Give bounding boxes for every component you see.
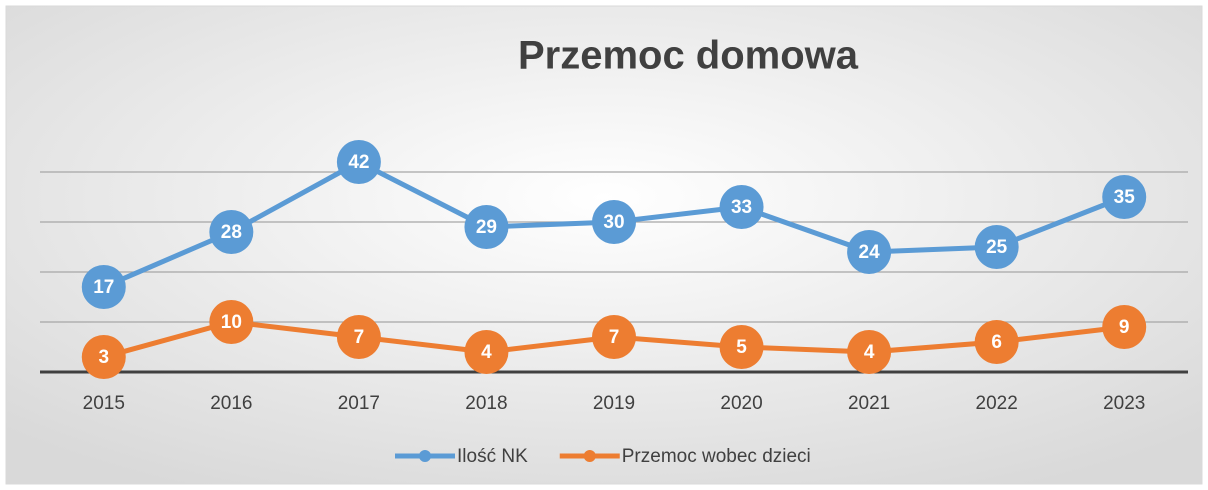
marker <box>81 265 126 309</box>
marker <box>974 320 1019 364</box>
data-label: 25 <box>986 237 1008 258</box>
data-label: 4 <box>864 342 875 363</box>
marker <box>974 225 1019 269</box>
x-tick-label: 2018 <box>465 393 507 414</box>
marker <box>1102 175 1147 219</box>
data-label: 7 <box>609 327 620 348</box>
marker <box>464 330 509 374</box>
marker <box>1102 305 1147 349</box>
x-tick-label: 2020 <box>720 393 762 414</box>
legend-marker <box>583 450 596 462</box>
marker <box>336 315 381 359</box>
x-tick-label: 2021 <box>848 393 890 414</box>
data-label: 10 <box>221 312 242 333</box>
data-label: 5 <box>736 337 747 358</box>
x-tick-label: 2016 <box>210 393 252 414</box>
data-label: 6 <box>991 332 1002 353</box>
data-label: 3 <box>98 347 109 368</box>
data-label: 29 <box>476 217 497 238</box>
marker <box>592 200 636 244</box>
marker <box>847 330 892 374</box>
marker <box>847 230 892 274</box>
data-label: 33 <box>731 197 752 218</box>
marker <box>81 335 126 379</box>
marker <box>336 140 381 184</box>
legend-label: Ilość NK <box>457 446 528 467</box>
x-tick-label: 2023 <box>1103 393 1145 414</box>
data-label: 7 <box>354 327 365 348</box>
legend-label: Przemoc wobec dzieci <box>622 446 811 467</box>
x-tick-label: 2017 <box>338 393 380 414</box>
data-label: 35 <box>1114 187 1136 208</box>
data-label: 4 <box>481 342 492 363</box>
data-label: 28 <box>221 222 242 243</box>
data-label: 24 <box>859 242 881 263</box>
marker <box>209 300 254 344</box>
marker <box>209 210 254 254</box>
chart-title: Przemoc domowa <box>518 34 859 78</box>
data-label: 17 <box>93 277 114 298</box>
marker <box>464 205 509 249</box>
marker <box>719 325 764 369</box>
x-tick-label: 2015 <box>83 393 125 414</box>
x-tick-label: 2022 <box>976 393 1018 414</box>
marker <box>592 315 636 359</box>
data-label: 30 <box>603 212 624 233</box>
data-label: 9 <box>1119 317 1130 338</box>
data-label: 42 <box>348 152 369 173</box>
legend-marker <box>419 450 431 462</box>
marker <box>719 185 764 229</box>
x-tick-label: 2019 <box>593 393 635 414</box>
